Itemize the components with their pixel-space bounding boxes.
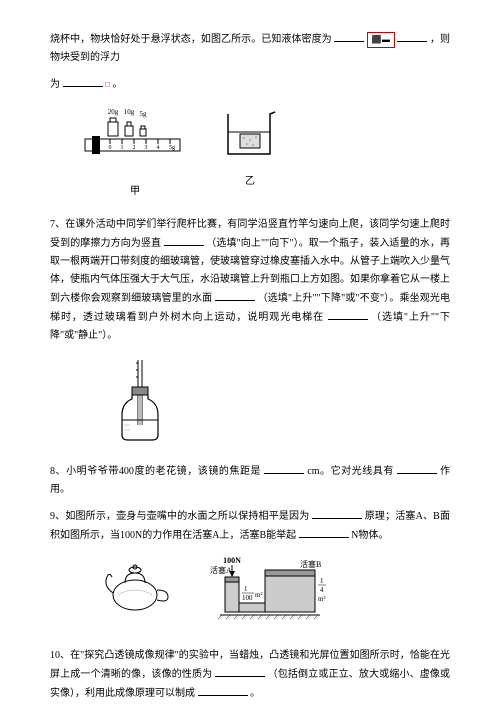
question-7: 7、在课外活动中同学们举行爬杆比赛，有同学沿竖直竹竿匀速向上爬，该同学匀速上爬时… bbox=[50, 216, 450, 345]
q9-blank-1 bbox=[312, 507, 362, 519]
q10-text-c: 。 bbox=[250, 688, 260, 699]
question-8: 8、小明爷爷带400度的老花镜，该镜的焦距是 cm。它对光线具有 作用。 bbox=[50, 462, 450, 499]
svg-text:20g: 20g bbox=[108, 108, 119, 116]
figure-balance: 20g 10g 5g 0 1 2 3 4 5g 甲 bbox=[80, 104, 190, 201]
bottle-svg bbox=[110, 355, 170, 445]
question-9: 9、如图所示，壶身与壶嘴中的水面之所以保持相平是因为 原理；活塞A、B面积如图所… bbox=[50, 507, 450, 545]
q8-blank-2 bbox=[397, 462, 437, 474]
svg-text:1: 1 bbox=[121, 145, 124, 151]
q7-blank-1 bbox=[164, 234, 204, 246]
figure-3-row: 100N 活塞A 活塞B bbox=[100, 555, 450, 632]
blank-density bbox=[334, 30, 364, 42]
figure-label-b: 乙 bbox=[220, 173, 280, 191]
svg-text:0: 0 bbox=[109, 145, 112, 151]
q9-blank-2 bbox=[299, 526, 349, 538]
q8-text-a: 8、小明爷爷带400度的老花镜，该镜的焦距是 bbox=[50, 466, 261, 477]
q8-blank-1 bbox=[264, 462, 304, 474]
figure-label-a: 甲 bbox=[80, 183, 190, 201]
question-10: 10、在"探究凸透镜成像规律"的实验中，当蜡烛，凸透镜和光屏位置如图所示时，恰能… bbox=[50, 647, 450, 703]
q9-text-c: N物体。 bbox=[351, 530, 388, 541]
svg-text:4: 4 bbox=[157, 145, 160, 151]
svg-text:活塞B: 活塞B bbox=[300, 559, 321, 569]
intro-text-2a: 为 bbox=[50, 79, 60, 90]
figure-bottle bbox=[110, 355, 450, 452]
figure-hydraulic: 100N 活塞A 活塞B bbox=[190, 555, 330, 632]
density-icon: ⬛▬ bbox=[367, 32, 395, 48]
svg-text:1: 1 bbox=[320, 577, 324, 585]
figure-teapot bbox=[100, 555, 170, 632]
svg-text:1: 1 bbox=[244, 585, 248, 593]
svg-text:100N: 100N bbox=[223, 556, 241, 565]
q9-text-a: 9、如图所示，壶身与壶嘴中的水面之所以保持相平是因为 bbox=[50, 511, 309, 522]
blank-buoyancy bbox=[63, 75, 103, 87]
q7-blank-3 bbox=[328, 308, 368, 320]
beaker-svg bbox=[220, 104, 280, 164]
blank-density-after bbox=[397, 30, 427, 42]
red-mark-icon: □ bbox=[105, 80, 110, 89]
svg-text:m²: m² bbox=[255, 591, 263, 599]
hydraulic-svg: 100N 活塞A 活塞B bbox=[190, 555, 330, 625]
svg-text:100: 100 bbox=[242, 594, 253, 602]
svg-text:活塞A: 活塞A bbox=[210, 565, 232, 575]
svg-text:5g: 5g bbox=[140, 110, 148, 118]
figure-1-row: 20g 10g 5g 0 1 2 3 4 5g 甲 bbox=[80, 104, 450, 201]
svg-text:3: 3 bbox=[145, 145, 148, 151]
intro-paragraph: 烧杯中，物块恰好处于悬浮状态，如图乙所示。已知液体密度为 ⬛▬ ，则物块受到的浮… bbox=[50, 30, 450, 67]
svg-text:4: 4 bbox=[320, 586, 324, 594]
svg-text:2: 2 bbox=[133, 145, 136, 151]
intro-text-2b: 。 bbox=[112, 79, 122, 90]
figure-beaker: 乙 bbox=[220, 104, 280, 201]
balance-svg: 20g 10g 5g 0 1 2 3 4 5g bbox=[80, 104, 190, 174]
q10-blank-2 bbox=[198, 684, 248, 696]
intro-text-a: 烧杯中，物块恰好处于悬浮状态，如图乙所示。已知液体密度为 bbox=[50, 34, 332, 45]
svg-text:5g: 5g bbox=[169, 145, 175, 151]
svg-text:10g: 10g bbox=[124, 108, 135, 116]
intro-paragraph-2: 为 □ 。 bbox=[50, 75, 450, 94]
teapot-svg bbox=[100, 555, 170, 615]
q7-blank-2 bbox=[215, 289, 255, 301]
q8-text-b: cm。它对光线具有 bbox=[307, 466, 394, 477]
svg-text:m²: m² bbox=[318, 595, 326, 603]
q10-blank-1 bbox=[215, 665, 265, 677]
